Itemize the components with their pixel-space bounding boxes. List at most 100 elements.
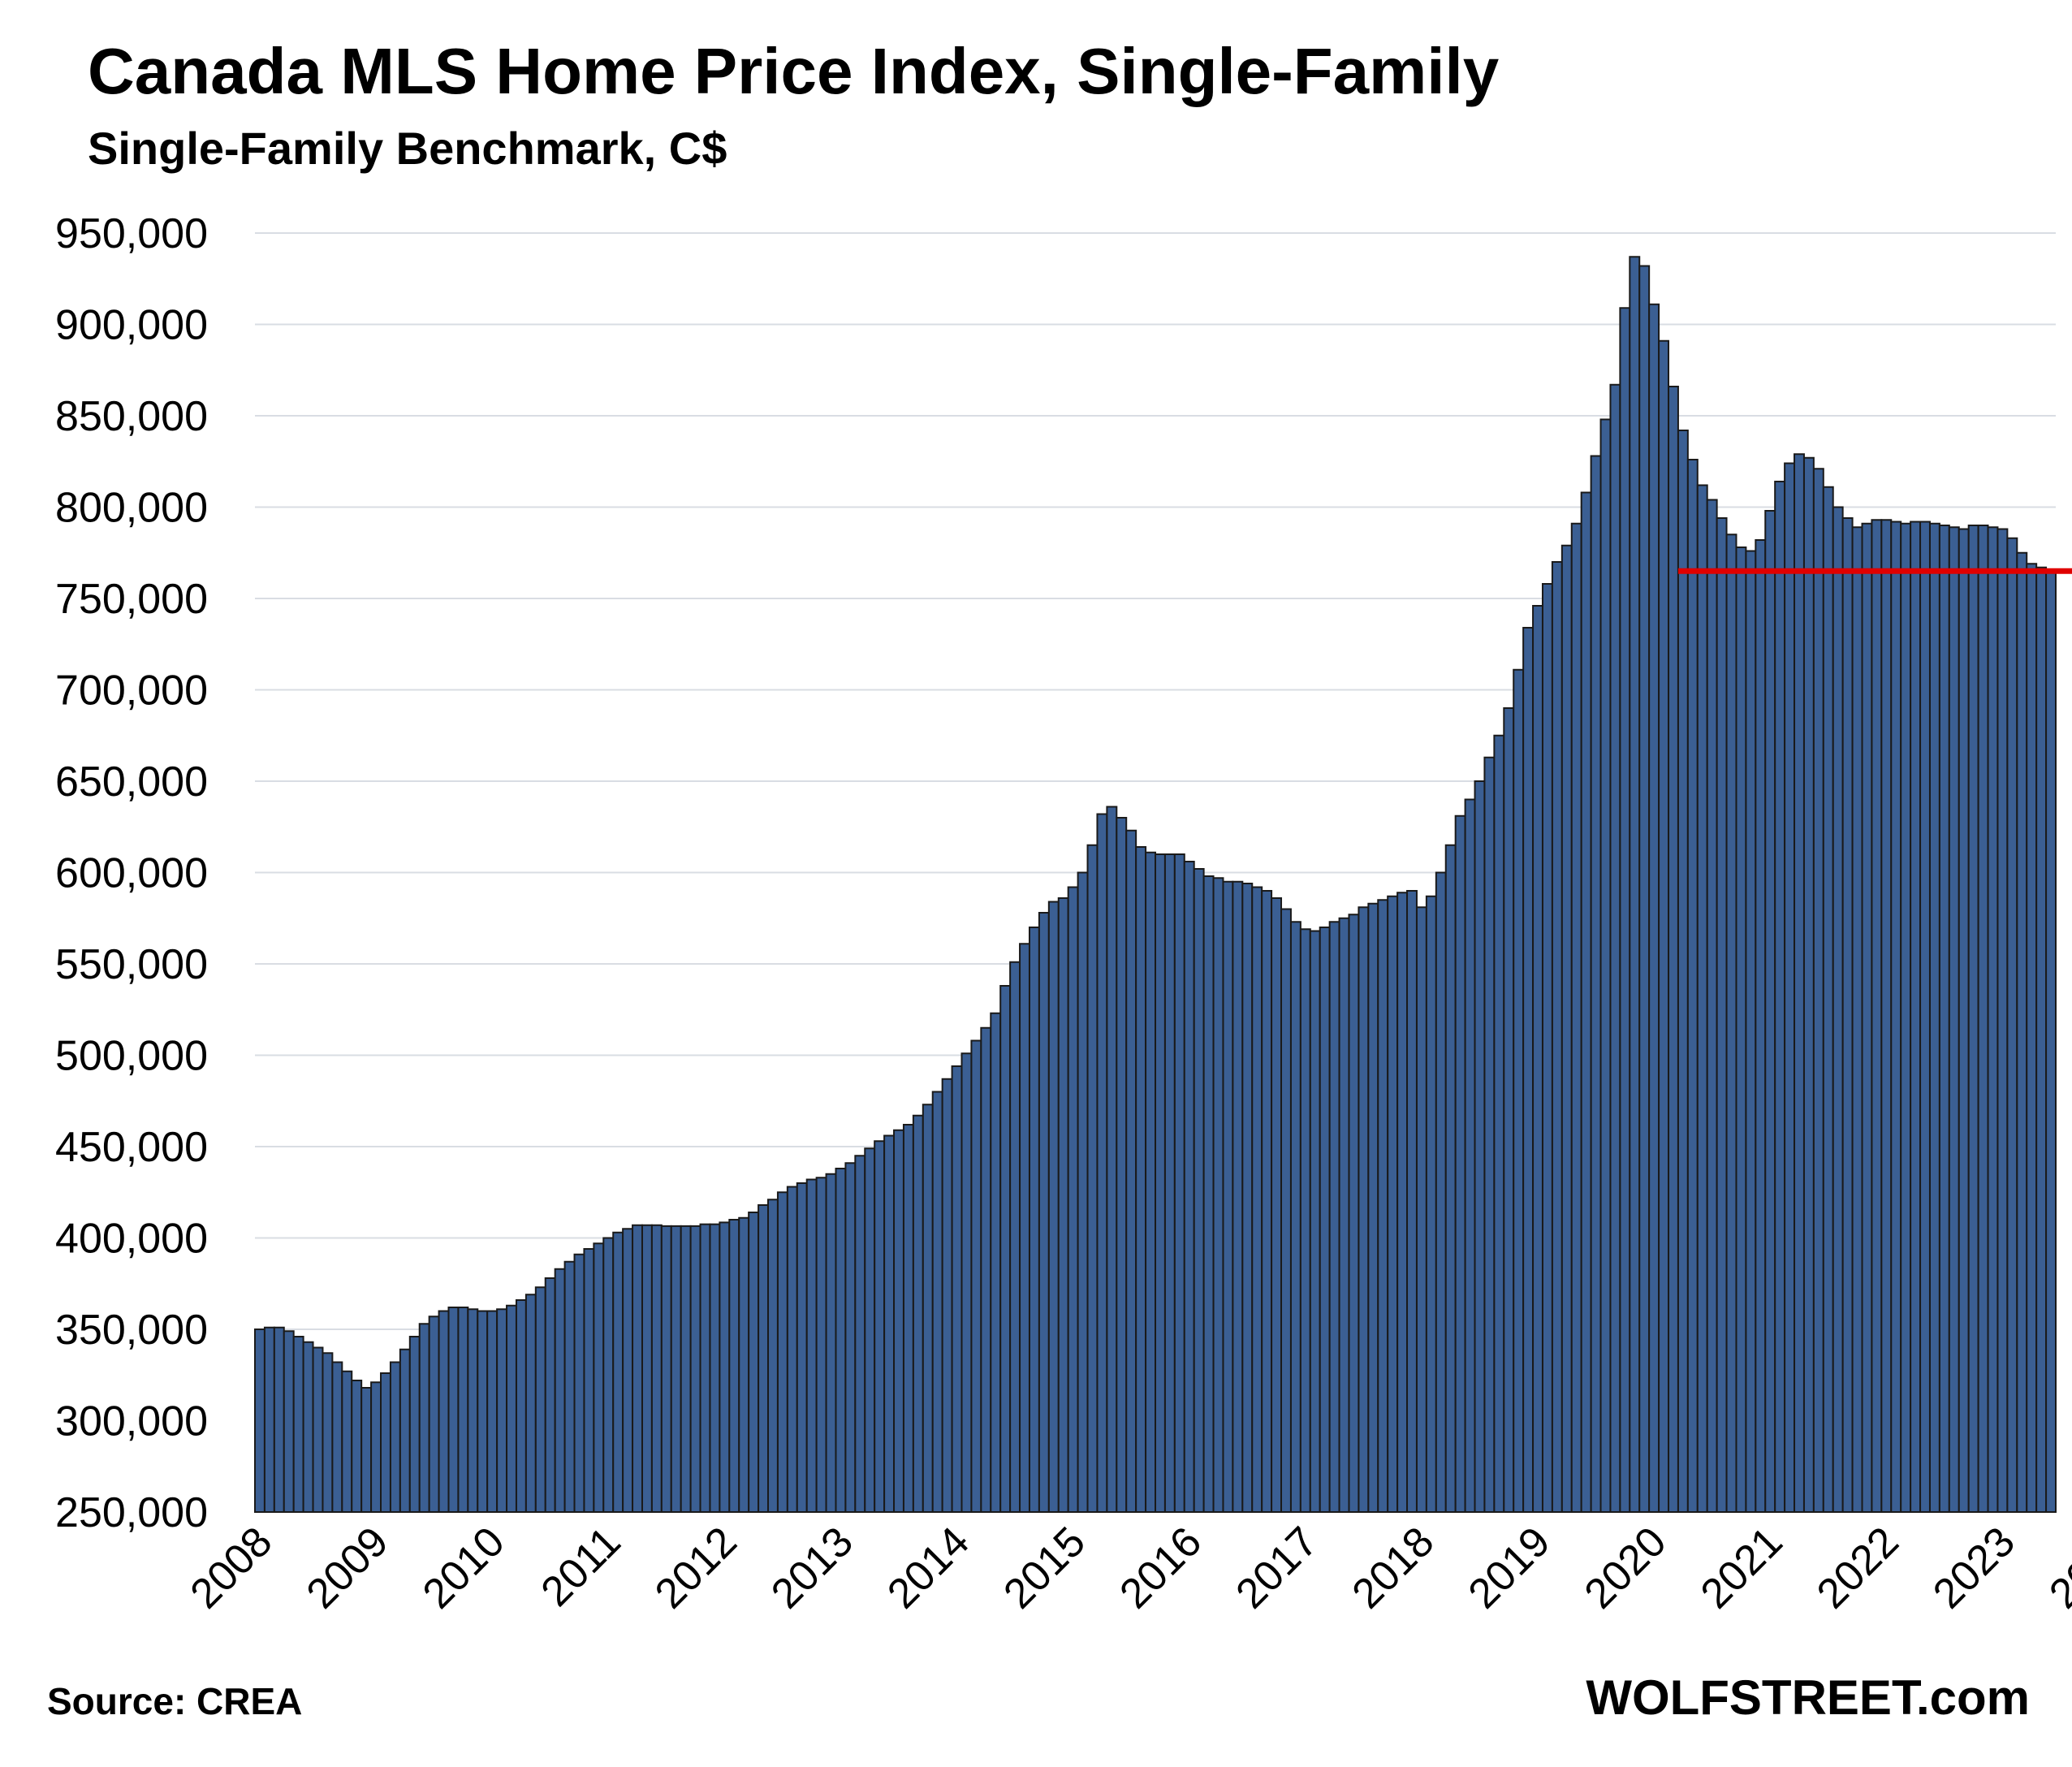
- bar: [680, 1225, 692, 1514]
- bar: [1774, 481, 1786, 1513]
- bar: [719, 1221, 731, 1514]
- bar: [273, 1326, 285, 1513]
- brand-watermark: WOLFSTREET.com: [1586, 1670, 2030, 1725]
- bar: [370, 1381, 382, 1513]
- bar: [1609, 383, 1621, 1513]
- bar: [1406, 890, 1418, 1513]
- bar: [1677, 430, 1689, 1513]
- bar: [1271, 897, 1283, 1513]
- bar: [805, 1178, 818, 1513]
- x-axis-tick-labels: 2008 2009 2010 2011 2012 2013 2014 2015 2016 2017…: [182, 1518, 2072, 1618]
- bar: [844, 1162, 857, 1513]
- bar: [1047, 901, 1060, 1513]
- bar: [1629, 256, 1641, 1513]
- bar: [1163, 853, 1176, 1513]
- bar: [1861, 522, 1873, 1513]
- bar: [1328, 921, 1340, 1513]
- bar: [1599, 418, 1612, 1513]
- bar: [622, 1228, 634, 1513]
- bar: [815, 1177, 827, 1513]
- bar: [1425, 895, 1437, 1513]
- bar: [1483, 756, 1496, 1513]
- y-tick-label: 450,000: [55, 1124, 208, 1171]
- bar: [1851, 526, 1863, 1513]
- bar: [883, 1134, 896, 1513]
- bar: [1038, 912, 1050, 1513]
- bar: [1145, 851, 1156, 1513]
- bar: [990, 1012, 1002, 1513]
- bar: [1387, 895, 1399, 1513]
- bar: [506, 1304, 517, 1513]
- y-tick-label: 250,000: [55, 1489, 208, 1536]
- bar: [1116, 817, 1128, 1513]
- bar: [1900, 522, 1912, 1513]
- bar: [418, 1323, 430, 1513]
- bar: [825, 1173, 837, 1513]
- bar: [728, 1219, 740, 1513]
- bar: [670, 1225, 682, 1514]
- bar: [1173, 853, 1185, 1513]
- bar: [2016, 551, 2028, 1513]
- bar: [1019, 943, 1030, 1513]
- bar: [1696, 484, 1708, 1513]
- bar: [447, 1307, 460, 1513]
- bar: [1532, 605, 1543, 1513]
- bar: [951, 1065, 963, 1513]
- y-tick-label: 650,000: [55, 758, 208, 806]
- bar: [970, 1039, 982, 1513]
- bar: [758, 1204, 770, 1513]
- bar: [1232, 880, 1244, 1513]
- bar: [1996, 528, 2009, 1513]
- bar: [1513, 668, 1525, 1513]
- y-tick-label: 400,000: [55, 1216, 208, 1263]
- bar: [1280, 908, 1292, 1513]
- bar: [1261, 890, 1273, 1513]
- bar: [709, 1223, 721, 1514]
- bar: [1977, 525, 1989, 1513]
- bar: [1668, 386, 1679, 1513]
- bar: [1560, 544, 1573, 1513]
- bar: [573, 1253, 585, 1513]
- chart-subtitle: Single-Family Benchmark, C$: [88, 123, 727, 174]
- bar: [1396, 892, 1409, 1513]
- bar: [1580, 491, 1592, 1513]
- bar: [360, 1387, 373, 1513]
- bar: [563, 1260, 576, 1513]
- bar: [1454, 814, 1466, 1513]
- bar: [1967, 525, 1979, 1513]
- bar: [1415, 906, 1427, 1513]
- y-tick-label: 550,000: [55, 941, 208, 988]
- y-tick-label: 500,000: [55, 1033, 208, 1080]
- bar: [1928, 522, 1940, 1513]
- x-tick-label: 2020: [1576, 1518, 1676, 1618]
- bar: [1812, 468, 1824, 1513]
- bar: [515, 1299, 527, 1513]
- bar: [874, 1140, 886, 1513]
- bar: [524, 1294, 537, 1513]
- bar: [1367, 902, 1379, 1513]
- bar: [835, 1168, 847, 1513]
- bar: [1638, 265, 1651, 1513]
- bar: [776, 1191, 788, 1513]
- bar: [1841, 517, 1854, 1513]
- bar: [1619, 307, 1631, 1513]
- bar: [399, 1348, 411, 1513]
- y-tick-label: 750,000: [55, 576, 208, 623]
- bar: [893, 1129, 904, 1513]
- y-tick-label: 950,000: [55, 210, 208, 257]
- bar: [593, 1242, 605, 1513]
- bar: [999, 985, 1012, 1513]
- bar: [583, 1248, 595, 1513]
- bar: [1658, 339, 1670, 1513]
- bar: [554, 1268, 566, 1513]
- bar: [496, 1308, 508, 1513]
- bar: [1435, 871, 1447, 1513]
- bar: [438, 1310, 450, 1513]
- bar: [331, 1361, 343, 1513]
- bar: [1338, 917, 1350, 1513]
- bar: [1910, 521, 1922, 1513]
- bar: [1880, 519, 1893, 1513]
- bar: [1193, 868, 1205, 1513]
- bar: [1009, 961, 1021, 1513]
- bar: [1948, 526, 1960, 1513]
